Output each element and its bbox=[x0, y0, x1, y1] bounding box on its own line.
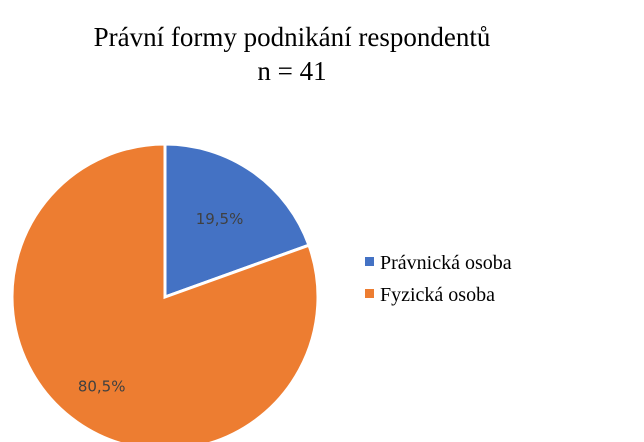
data-label: 19,5% bbox=[196, 210, 244, 228]
data-label: 80,5% bbox=[78, 378, 126, 396]
legend-swatch bbox=[365, 289, 374, 298]
legend-label: Právnická osoba bbox=[380, 252, 512, 274]
legend-swatch bbox=[365, 257, 374, 266]
chart-title: Právní formy podnikání respondentů bbox=[94, 22, 491, 52]
legend-label: Fyzická osoba bbox=[380, 284, 495, 306]
pie-slice bbox=[163, 142, 311, 300]
chart-subtitle: n = 41 bbox=[257, 56, 326, 86]
pie-slice bbox=[10, 142, 320, 442]
